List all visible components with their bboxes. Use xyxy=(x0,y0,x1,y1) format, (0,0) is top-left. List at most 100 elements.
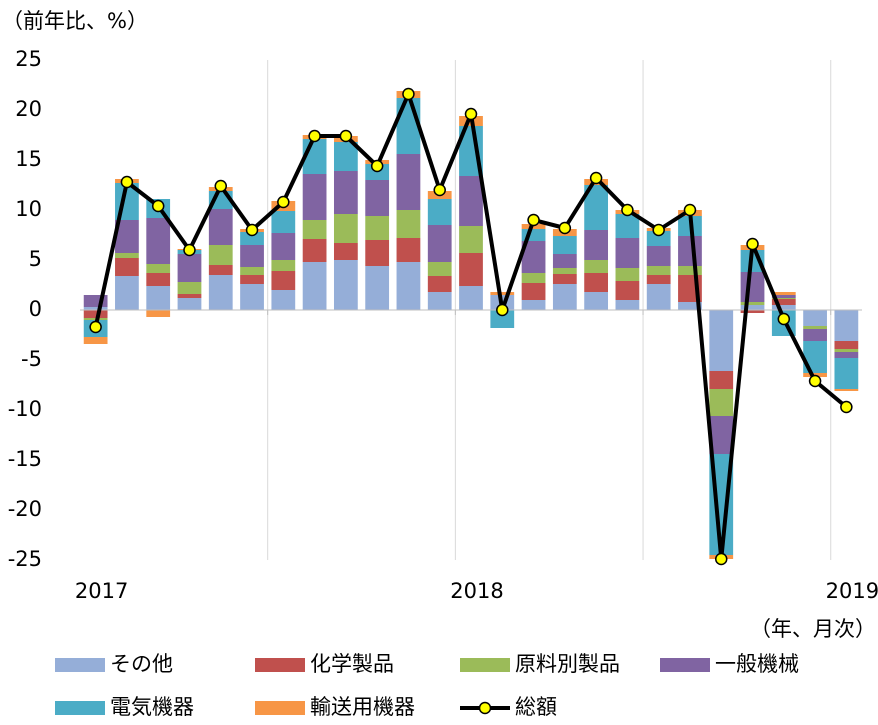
bar-segment xyxy=(771,295,796,298)
bar-segment xyxy=(552,268,577,274)
bar-segment xyxy=(521,300,546,310)
bar-segment xyxy=(115,220,139,253)
bar-segment xyxy=(834,352,859,358)
y-tick-label: 20 xyxy=(15,97,42,121)
bar-segment xyxy=(396,238,421,262)
legend-label: 化学製品 xyxy=(310,652,394,676)
bar-segment xyxy=(584,230,609,260)
bar-segment xyxy=(208,265,233,275)
bar-segment xyxy=(333,243,358,260)
bar-segment xyxy=(521,273,546,283)
line-marker xyxy=(183,243,196,257)
bar-segment xyxy=(771,298,796,299)
bar-segment xyxy=(240,267,264,275)
line-marker xyxy=(652,223,665,237)
bar-segment xyxy=(584,273,609,292)
line-marker xyxy=(339,129,353,143)
bar-segment xyxy=(83,337,108,344)
y-tick-label: 10 xyxy=(15,197,42,221)
bar-segment xyxy=(803,326,827,329)
bar-segment xyxy=(240,232,264,245)
bar-segment xyxy=(678,266,702,275)
bar-segment xyxy=(459,176,483,226)
y-tick-label: -20 xyxy=(8,497,42,521)
bar-segment xyxy=(146,310,171,317)
bar-segment xyxy=(678,236,702,266)
legend-label: その他 xyxy=(110,652,173,676)
bar-segment xyxy=(302,174,327,220)
bar-segment xyxy=(302,262,327,310)
bar-segment xyxy=(333,214,358,243)
bar-segment xyxy=(396,262,421,310)
bar-segment xyxy=(615,238,640,268)
bar-segment xyxy=(678,302,702,310)
y-tick-label: 25 xyxy=(15,47,42,71)
bar-segment xyxy=(615,300,640,310)
x-tick-label: 2017 xyxy=(75,579,128,603)
line-marker xyxy=(840,400,853,414)
line-marker xyxy=(277,195,290,209)
bar-segment xyxy=(271,233,296,260)
bar-segment xyxy=(365,240,390,266)
legend-marker xyxy=(478,701,492,715)
bar-segment xyxy=(177,298,202,310)
bar-segment xyxy=(834,310,859,341)
line-marker xyxy=(308,129,321,143)
bar-segment xyxy=(459,253,483,286)
bar-segment xyxy=(177,254,202,282)
bar-segment xyxy=(427,199,452,225)
bar-segment xyxy=(709,416,734,454)
legend-swatch xyxy=(55,658,105,672)
line-marker xyxy=(496,303,509,317)
bar-segment xyxy=(834,349,859,352)
bar-segment xyxy=(302,239,327,262)
line-marker xyxy=(777,312,791,326)
line-marker xyxy=(714,552,728,566)
line-marker xyxy=(589,171,603,185)
line-marker xyxy=(370,159,384,173)
bar-segment xyxy=(115,258,139,276)
bar-segment xyxy=(146,218,171,264)
bar-segment xyxy=(740,272,765,302)
bar-segment xyxy=(396,154,421,210)
x-tick-label: 2019 xyxy=(826,579,878,603)
bar-segment xyxy=(333,260,358,310)
bar-segment xyxy=(115,276,139,310)
bar-segment xyxy=(803,310,827,326)
y-tick-label: 0 xyxy=(29,297,42,321)
bar-segment xyxy=(615,281,640,300)
bar-segment xyxy=(83,307,108,310)
bar-segment xyxy=(709,389,734,416)
bar-segment xyxy=(208,245,233,265)
legend-swatch xyxy=(460,658,510,672)
bar-segment xyxy=(83,310,108,318)
x-tick-label: 2018 xyxy=(450,579,503,603)
bar-segment xyxy=(459,226,483,253)
line-marker xyxy=(464,107,478,121)
bar-segment xyxy=(771,299,796,305)
y-axis-label: （前年比、%） xyxy=(2,9,148,33)
bar-segment xyxy=(834,358,859,389)
bar-segment xyxy=(177,294,202,298)
bar-segment xyxy=(208,209,233,245)
legend-label: 一般機械 xyxy=(715,652,799,676)
bar-segment xyxy=(740,310,765,313)
bar-segment xyxy=(552,284,577,310)
bar-segment xyxy=(552,254,577,268)
bar-segment xyxy=(709,310,734,371)
bar-segment xyxy=(333,171,358,214)
bar-segment xyxy=(177,282,202,294)
line-marker xyxy=(151,199,165,213)
bar-segment xyxy=(115,253,139,258)
bar-segment xyxy=(490,292,515,295)
bar-segment xyxy=(208,275,233,310)
y-tick-label: 5 xyxy=(29,247,42,271)
bar-segment xyxy=(521,283,546,300)
bar-segment xyxy=(240,275,264,284)
bar-segment xyxy=(271,260,296,271)
bar-segment xyxy=(427,276,452,292)
bar-segment xyxy=(615,214,640,238)
bar-segment xyxy=(240,245,264,267)
x-axis-label: （年、月次） xyxy=(750,617,876,641)
